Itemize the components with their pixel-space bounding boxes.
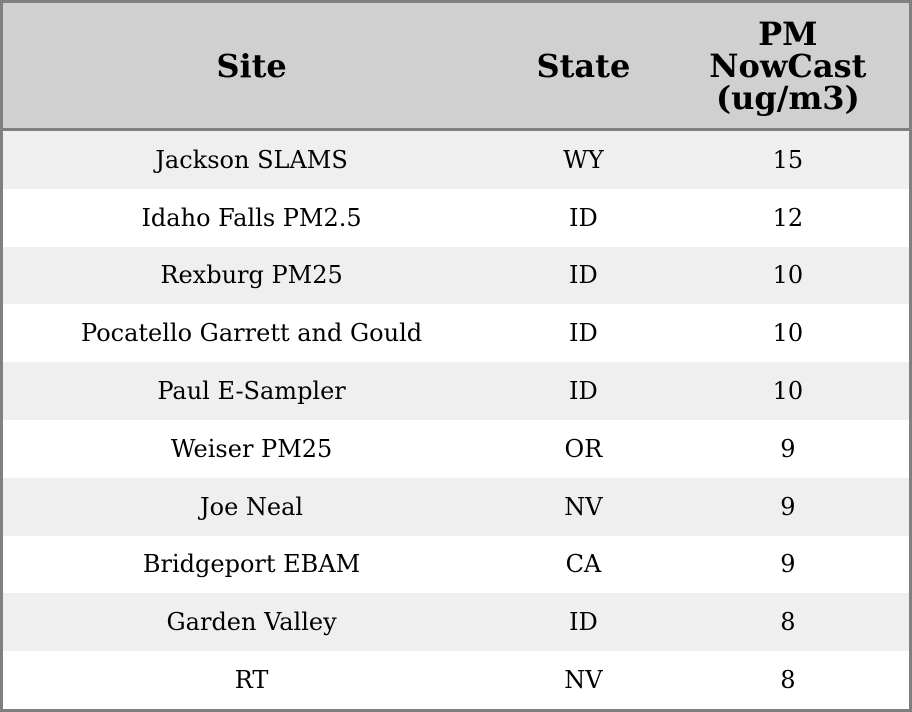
table-row: Bridgeport EBAM CA 9 [1,535,911,594]
cell-state: NV [500,651,667,711]
cell-pm-nowcast: 8 [666,593,911,652]
header-row: Site State PM NowCast (ug/m3) [1,1,911,131]
cell-state: ID [500,304,667,363]
cell-pm-nowcast: 9 [666,477,911,536]
cell-site: RT [1,651,501,711]
table-row: Pocatello Garrett and Gould ID 10 [1,304,911,363]
table-row: Garden Valley ID 8 [1,593,911,652]
cell-state: ID [500,362,667,420]
cell-site: Weiser PM25 [1,419,501,478]
table-row: RT NV 8 [1,651,911,711]
cell-site: Idaho Falls PM2.5 [1,188,501,247]
cell-site: Jackson SLAMS [1,129,501,189]
cell-pm-nowcast: 10 [666,362,911,420]
cell-state: ID [500,246,667,305]
table-row: Joe Neal NV 9 [1,477,911,536]
cell-pm-nowcast: 9 [666,535,911,594]
cell-state: OR [500,419,667,478]
cell-site: Paul E-Sampler [1,362,501,420]
cell-state: WY [500,129,667,189]
cell-state: CA [500,535,667,594]
table-row: Paul E-Sampler ID 10 [1,362,911,420]
table-row: Rexburg PM25 ID 10 [1,246,911,305]
cell-site: Bridgeport EBAM [1,535,501,594]
cell-state: ID [500,593,667,652]
cell-state: NV [500,477,667,536]
cell-site: Pocatello Garrett and Gould [1,304,501,363]
table-row: Idaho Falls PM2.5 ID 12 [1,188,911,247]
cell-pm-nowcast: 10 [666,304,911,363]
cell-pm-nowcast: 15 [666,129,911,189]
cell-site: Joe Neal [1,477,501,536]
table-row: Jackson SLAMS WY 15 [1,129,911,189]
cell-site: Rexburg PM25 [1,246,501,305]
cell-pm-nowcast: 8 [666,651,911,711]
cell-pm-nowcast: 9 [666,419,911,478]
table-row: Weiser PM25 OR 9 [1,419,911,478]
cell-state: ID [500,188,667,247]
header-pm-nowcast: PM NowCast (ug/m3) [666,1,911,131]
cell-pm-nowcast: 12 [666,188,911,247]
header-site: Site [1,1,501,131]
cell-pm-nowcast: 10 [666,246,911,305]
cell-site: Garden Valley [1,593,501,652]
header-state: State [500,1,667,131]
